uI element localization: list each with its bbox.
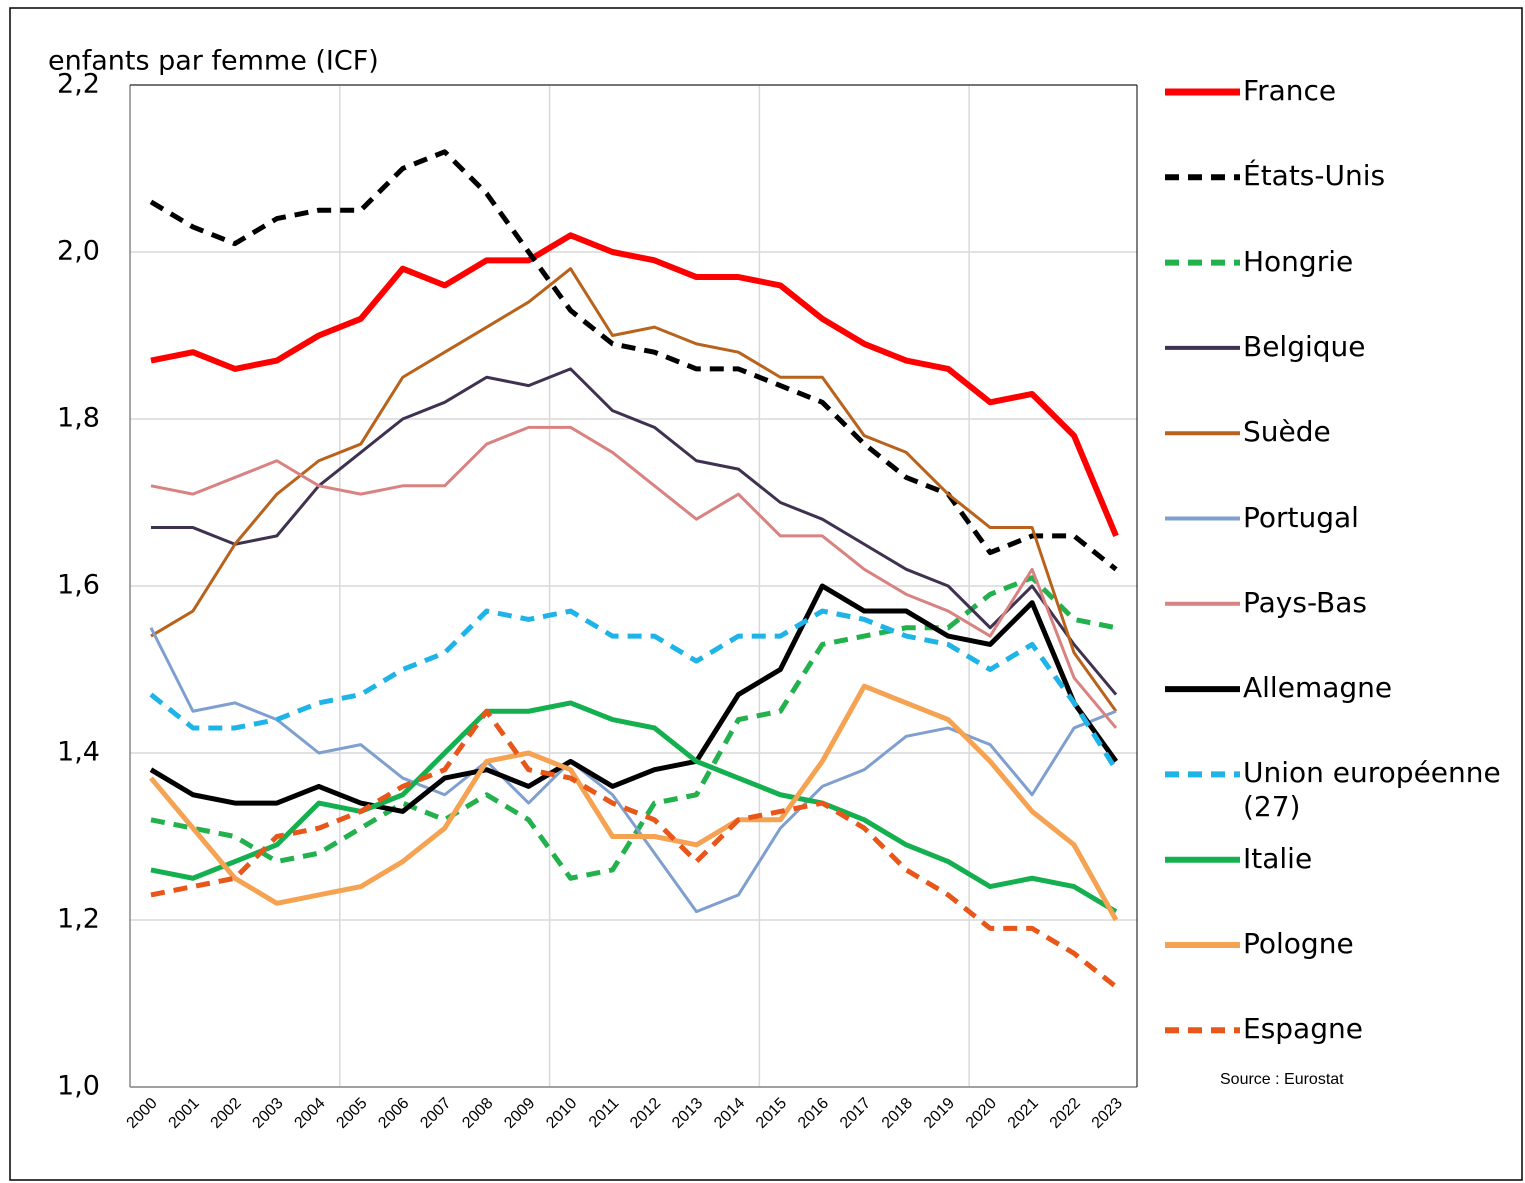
series-line: [150, 232, 1119, 538]
x-tick-label: 2005: [333, 1095, 370, 1132]
series-line: [150, 267, 1118, 713]
legend-label: Belgique: [1243, 329, 1366, 363]
y-tick-label: 2,0: [57, 236, 100, 267]
legend-label: Portugal: [1243, 500, 1359, 534]
series-line: [150, 700, 1118, 914]
x-tick-label: 2018: [879, 1095, 916, 1132]
legend-label: Pays-Bas: [1243, 585, 1368, 619]
x-tick-label: 2021: [1005, 1095, 1042, 1132]
series-line: [149, 683, 1119, 922]
y-tick-label: 1,6: [57, 570, 100, 601]
series-line: [149, 608, 1119, 772]
x-tick-label: 2011: [586, 1095, 622, 1131]
legend-label: États-Unis: [1243, 159, 1386, 193]
x-tick-label: 2008: [459, 1095, 496, 1132]
series-line: [150, 425, 1118, 729]
legend-label: Italie: [1243, 841, 1313, 875]
legend-label: Allemagne: [1243, 671, 1393, 705]
y-tick-label: 1,0: [57, 1071, 100, 1102]
legend-label: France: [1243, 74, 1337, 107]
x-tick-label: 2020: [963, 1095, 1000, 1132]
x-tick-label: 2019: [921, 1095, 958, 1132]
x-tick-label: 2010: [543, 1095, 580, 1132]
chart-title: enfants par femme (ICF): [48, 46, 379, 77]
x-tick-label: 2014: [711, 1095, 748, 1132]
x-tick-label: 2016: [795, 1095, 832, 1132]
x-tick-label: 2012: [627, 1095, 664, 1132]
legend-label: Hongrie: [1243, 244, 1354, 278]
series-line: [149, 149, 1118, 572]
x-tick-label: 2003: [249, 1095, 286, 1132]
x-tick-label: 2001: [166, 1095, 203, 1132]
x-tick-label: 2006: [375, 1095, 412, 1132]
y-tick-label: 1,2: [57, 904, 100, 935]
legend-label: Union européenne (27): [1243, 756, 1501, 824]
x-tick-label: 2009: [501, 1095, 538, 1132]
series-line: [150, 367, 1118, 696]
y-tick-label: 1,8: [57, 403, 100, 434]
x-tick-label: 2004: [291, 1095, 328, 1132]
series-line: [149, 627, 1117, 914]
legend-label: Suède: [1243, 415, 1331, 449]
y-tick-label: 2,2: [57, 69, 100, 100]
x-tick-label: 2017: [837, 1095, 874, 1132]
frame: [9, 7, 1523, 1181]
y-tick-label: 1,4: [57, 737, 100, 768]
x-tick-label: 2015: [753, 1095, 790, 1132]
series-line: [150, 708, 1118, 989]
x-tick-label: 2000: [124, 1095, 161, 1132]
legend-label: Espagne: [1243, 1012, 1363, 1046]
series-line: [149, 583, 1119, 814]
x-tick-label: 2007: [417, 1095, 454, 1132]
x-tick-label: 2002: [208, 1095, 245, 1132]
legend-label: Pologne: [1243, 927, 1354, 960]
series-line: [150, 575, 1117, 881]
x-tick-label: 2022: [1047, 1095, 1084, 1132]
source: Source : Eurostat: [1220, 1071, 1344, 1088]
x-tick-label: 2013: [669, 1095, 706, 1132]
x-tick-label: 2023: [1089, 1095, 1126, 1132]
